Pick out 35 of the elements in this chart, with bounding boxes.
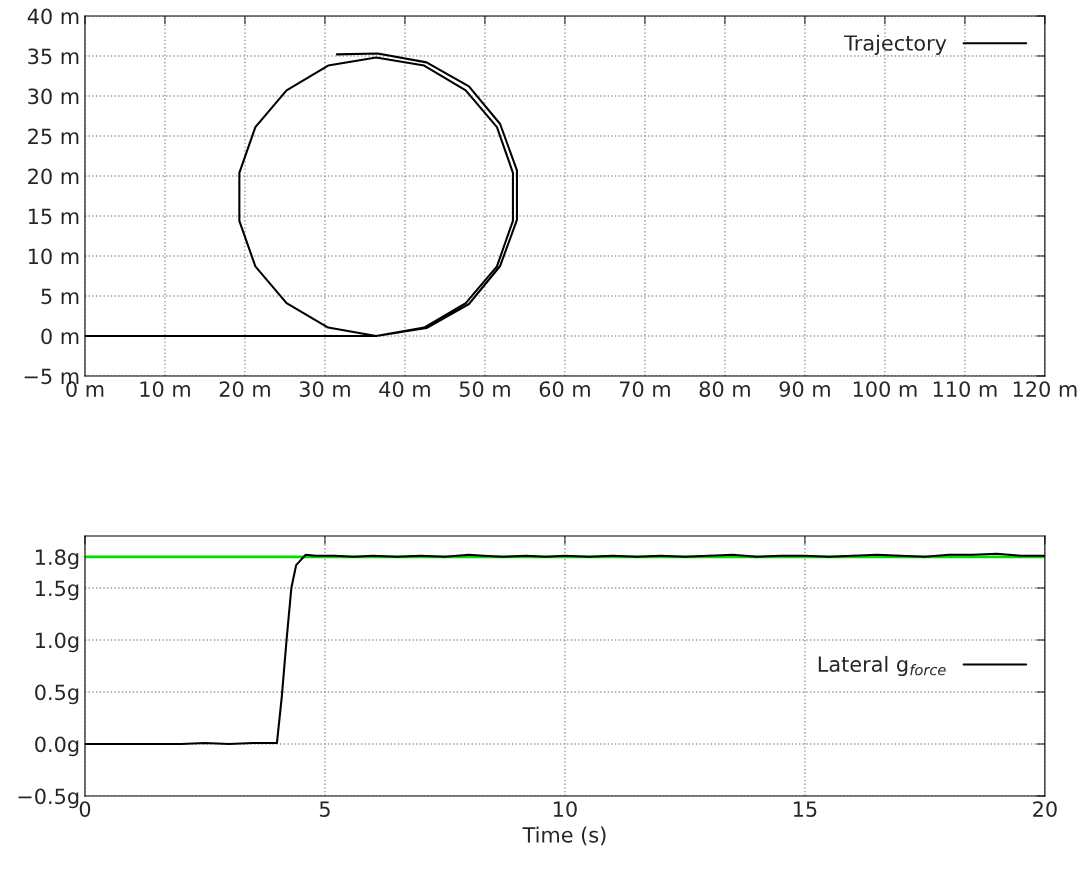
y-tick-label: 0 m [41,328,79,345]
x-axis-title: Time (s) [522,826,606,846]
legend-label: Lateral g$_{force}$ [818,655,946,677]
y-tick-label: 10 m [28,248,79,265]
y-tick-label: −0.5g [18,788,79,809]
y-tick-label: 0.0g [35,736,79,757]
y-tick-label: 1.5g [36,580,79,601]
y-tick-label: 1.8g [36,549,79,570]
x-tick-label: 120 m [1013,381,1077,397]
x-tick-label: 0 [79,801,91,817]
x-tick-label: 5 [319,801,330,817]
x-tick-label: 80 m [699,381,750,397]
x-tick-label: 60 m [539,381,590,397]
x-tick-label: 10 [553,801,577,817]
y-tick-label: 35 m [28,48,79,65]
y-tick-label: 20 m [28,168,79,185]
x-tick-label: 20 m [219,381,270,397]
y-tick-label: 30 m [28,88,79,105]
x-tick-label: 110 m [933,381,997,397]
x-tick-label: 30 m [299,381,350,397]
x-tick-label: 15 [793,801,817,817]
y-tick-label: 5 m [41,288,79,305]
y-tick-label: 0.5g [35,684,79,705]
x-tick-label: 70 m [619,381,670,397]
x-tick-label: 50 m [459,381,510,397]
y-tick-label: 25 m [28,128,79,145]
x-tick-label: 40 m [379,381,430,397]
x-tick-label: 90 m [779,381,830,397]
y-tick-label: 1.0g [36,632,79,653]
legend-label: Trajectory [844,34,947,55]
x-tick-label: 100 m [853,381,917,397]
x-tick-label: 20 [1033,801,1057,817]
y-tick-label: 40 m [27,8,79,25]
y-tick-label: 15 m [28,208,79,225]
x-tick-label: 10 m [140,381,190,397]
